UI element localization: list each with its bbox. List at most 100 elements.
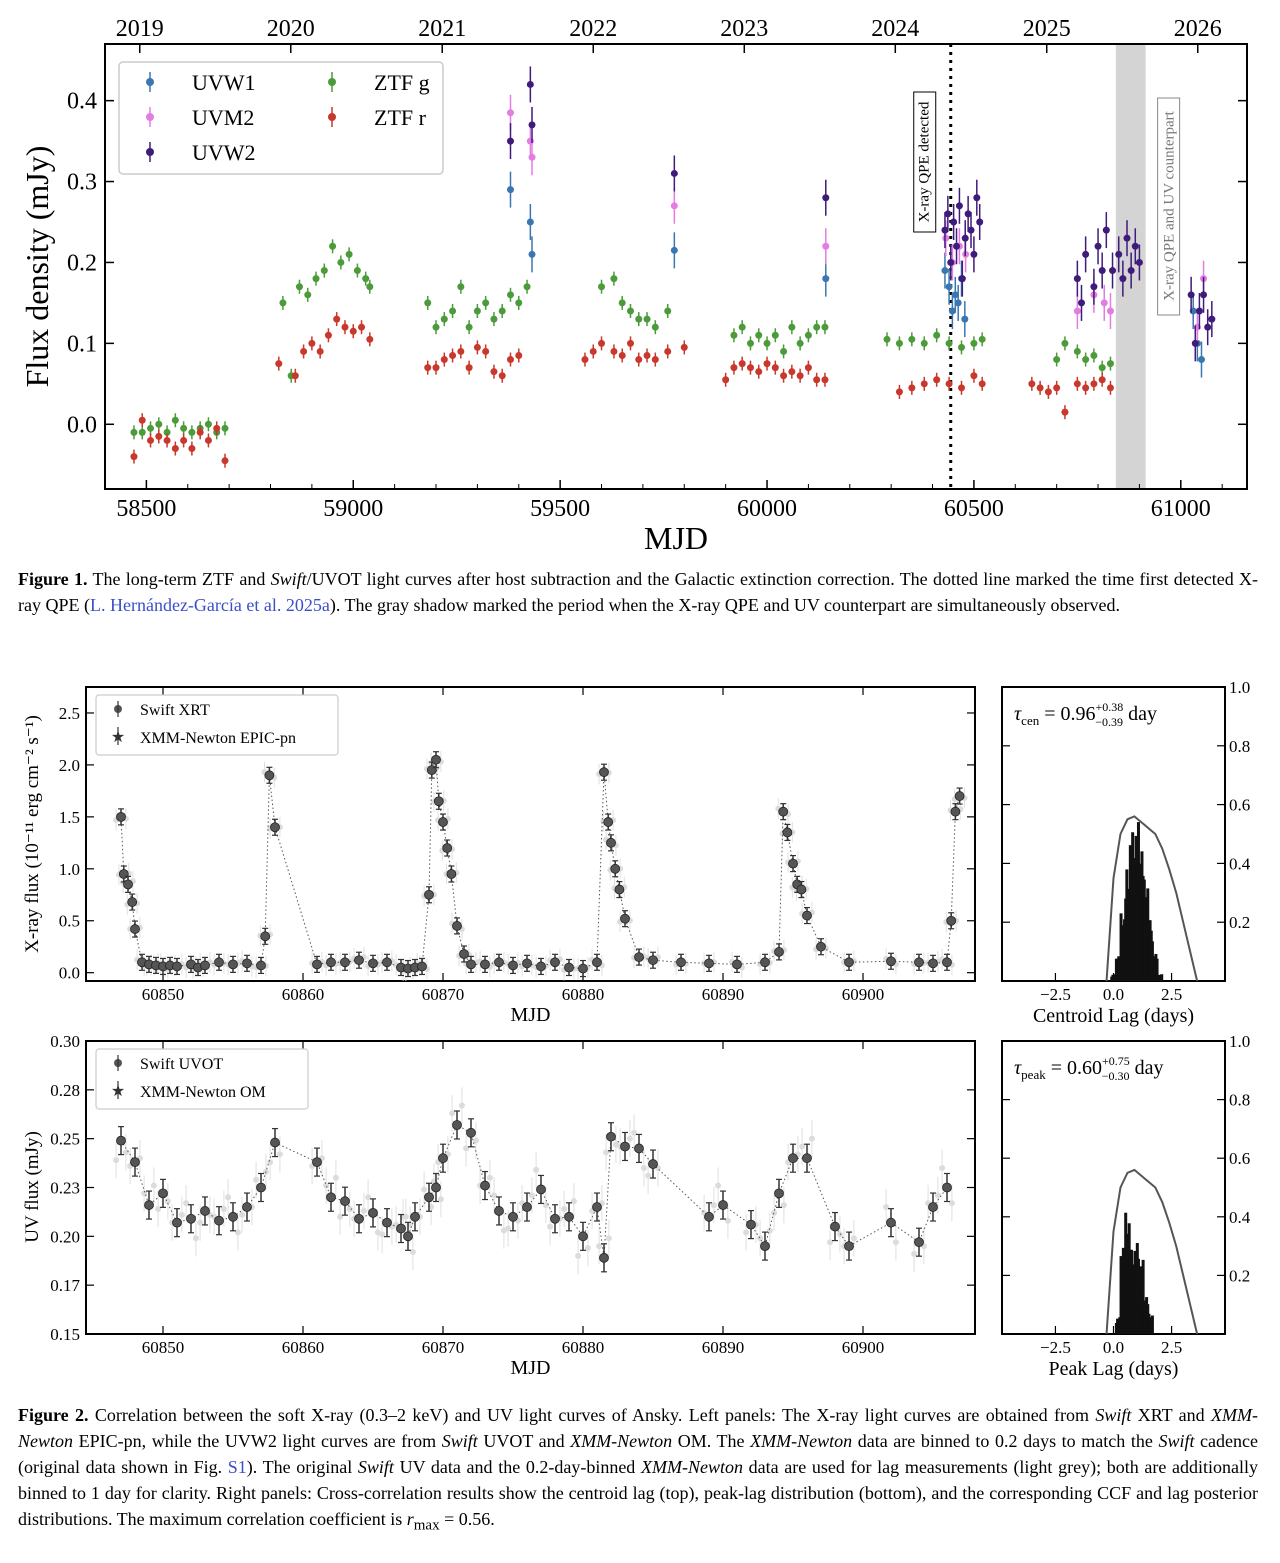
data-point xyxy=(506,291,514,299)
data-point xyxy=(522,958,532,969)
raw-point xyxy=(605,1235,612,1242)
data-point xyxy=(147,424,155,432)
data-point xyxy=(664,347,672,355)
data-point xyxy=(528,250,536,258)
data-point xyxy=(1109,267,1117,275)
raw-point xyxy=(346,1205,353,1212)
data-point xyxy=(528,121,536,129)
figure-ref-link[interactable]: S1 xyxy=(227,1457,247,1477)
data-point xyxy=(598,339,606,347)
connecting-line xyxy=(120,759,961,970)
data-point xyxy=(506,356,514,364)
data-point xyxy=(204,436,212,444)
year-label: 2020 xyxy=(267,16,315,42)
data-point xyxy=(626,339,634,347)
raw-point xyxy=(178,1211,185,1218)
lag-value: τpeak = 0.60+0.75 −0.30 day xyxy=(1014,1054,1163,1083)
data-point xyxy=(1053,356,1061,364)
data-point xyxy=(550,1213,560,1224)
data-point xyxy=(431,1182,441,1193)
data-point xyxy=(138,416,146,424)
raw-point xyxy=(472,1137,479,1144)
raw-point xyxy=(337,1213,344,1220)
year-label: 2024 xyxy=(871,16,919,42)
data-point xyxy=(1053,384,1061,392)
raw-point xyxy=(276,1151,283,1158)
data-point xyxy=(264,770,275,781)
legend-label: UVW1 xyxy=(192,70,256,95)
qpe-detected-box xyxy=(913,91,937,233)
data-point xyxy=(941,226,949,234)
data-point xyxy=(155,420,163,428)
data-point xyxy=(802,1153,812,1164)
legend-marker xyxy=(146,148,154,156)
data-point xyxy=(738,360,746,368)
raw-point xyxy=(150,1182,157,1189)
data-point xyxy=(424,364,432,372)
series-ztf-r xyxy=(130,312,1114,468)
series-uvw1 xyxy=(506,171,1205,378)
data-point xyxy=(599,767,609,778)
x-tick-label: 60850 xyxy=(142,985,185,1004)
citation-link[interactable]: L. Hernández-García et al. 2025a xyxy=(89,595,330,615)
raw-point xyxy=(911,1250,918,1257)
x-axis-label: MJD xyxy=(510,1357,550,1379)
posterior-bar xyxy=(1160,974,1164,981)
data-point xyxy=(426,765,437,776)
data-point xyxy=(970,372,978,380)
data-point xyxy=(528,153,536,161)
data-point xyxy=(973,194,981,202)
data-point xyxy=(433,796,444,807)
data-point xyxy=(895,388,903,396)
data-point xyxy=(523,283,531,291)
y-tick-label: 0.1 xyxy=(67,331,97,357)
raw-point xyxy=(771,1209,778,1216)
data-point xyxy=(895,339,903,347)
raw-point xyxy=(220,1205,227,1212)
year-label: 2019 xyxy=(116,16,164,42)
data-point xyxy=(116,1135,126,1146)
raw-point xyxy=(836,1231,843,1238)
data-point xyxy=(260,931,271,942)
data-point xyxy=(396,1223,406,1234)
x-tick-label: 60870 xyxy=(422,1338,465,1357)
x-tick-label: 2.5 xyxy=(1161,1338,1182,1357)
y-tick-label: 0.23 xyxy=(50,1179,80,1198)
legend-marker xyxy=(328,78,336,86)
data-point xyxy=(920,339,928,347)
data-point xyxy=(908,384,916,392)
data-point xyxy=(933,331,941,339)
data-point xyxy=(417,961,427,972)
data-point xyxy=(942,234,950,242)
data-point xyxy=(634,952,644,963)
raw-point xyxy=(827,1239,834,1246)
x-tick-label: 59500 xyxy=(530,496,590,522)
data-point xyxy=(648,1159,658,1169)
y-axis-label: UV flux (mJy) xyxy=(22,1131,43,1243)
data-point xyxy=(704,1211,714,1222)
raw-point xyxy=(799,1143,806,1150)
data-point xyxy=(316,347,324,355)
data-point xyxy=(515,299,523,307)
legend-label: Swift UVOT xyxy=(140,1056,223,1073)
data-point xyxy=(200,960,210,971)
x-tick-label: −2.5 xyxy=(1040,1338,1071,1357)
data-point xyxy=(670,169,678,177)
data-point xyxy=(180,436,188,444)
y-tick-label: 0.17 xyxy=(50,1276,80,1295)
series-ztf-g xyxy=(130,239,1114,440)
raw-point xyxy=(379,1231,386,1238)
data-point xyxy=(813,323,821,331)
data-point xyxy=(466,959,476,970)
qpe-uv-box xyxy=(1157,97,1181,316)
raw-point xyxy=(584,1245,591,1252)
data-point xyxy=(171,445,179,453)
data-point xyxy=(1082,250,1090,258)
data-point xyxy=(945,283,953,291)
data-point xyxy=(138,428,146,436)
legend-label: ZTF r xyxy=(374,105,427,130)
data-point xyxy=(442,843,453,853)
raw-point xyxy=(113,1157,120,1164)
data-point xyxy=(804,331,812,339)
